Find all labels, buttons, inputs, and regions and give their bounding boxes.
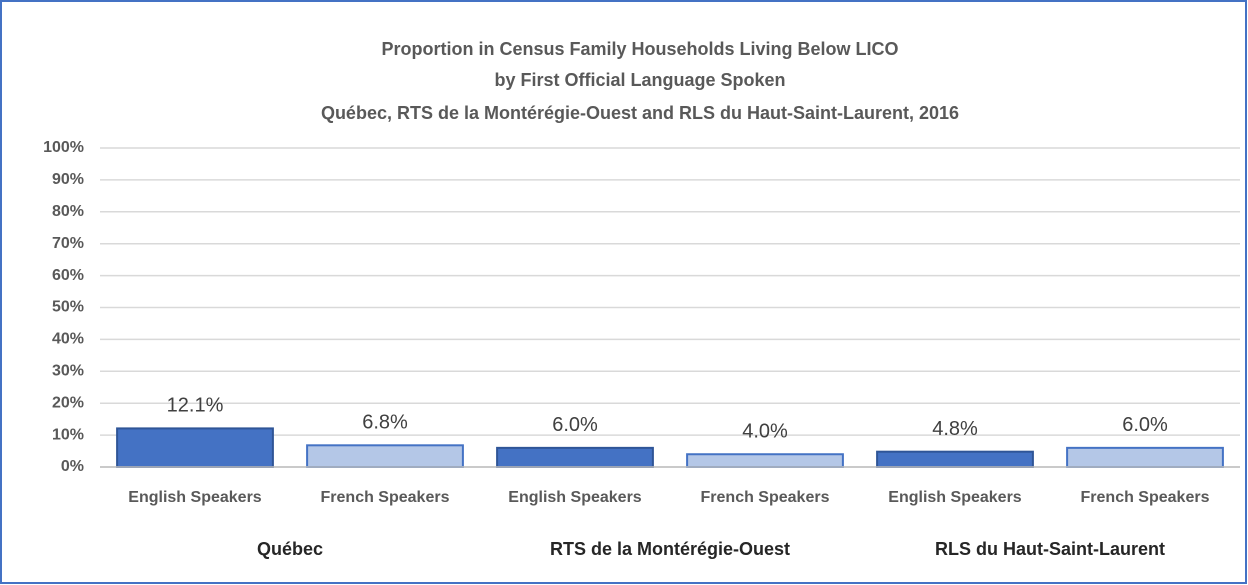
- data-label: 6.0%: [552, 414, 598, 436]
- y-tick-label: 50%: [52, 299, 84, 316]
- y-tick-label: 0%: [61, 458, 84, 475]
- y-tick-label: 10%: [52, 426, 84, 443]
- y-tick-label: 40%: [52, 331, 84, 348]
- y-tick-label: 60%: [52, 267, 84, 284]
- bar: [306, 444, 464, 469]
- y-tick-label: 90%: [52, 171, 84, 188]
- group-label: RTS de la Montérégie-Ouest: [550, 539, 790, 559]
- y-tick-label: 80%: [52, 203, 84, 220]
- x-tick-label: English Speakers: [888, 489, 1021, 506]
- bar: [116, 427, 274, 468]
- group-label: RLS du Haut-Saint-Laurent: [935, 539, 1165, 559]
- x-tick-label: French Speakers: [1081, 489, 1210, 506]
- x-tick-label: English Speakers: [508, 489, 641, 506]
- x-tick-label: French Speakers: [701, 489, 830, 506]
- data-label: 4.8%: [932, 418, 978, 440]
- bar: [496, 446, 654, 468]
- data-label: 6.8%: [362, 412, 408, 434]
- chart-title: Proportion in Census Family Households L…: [381, 39, 898, 59]
- y-tick-label: 100%: [43, 139, 84, 156]
- x-tick-label: English Speakers: [128, 489, 261, 506]
- bar: [876, 450, 1034, 468]
- group-label: Québec: [257, 539, 323, 559]
- y-tick-label: 30%: [52, 363, 84, 380]
- y-tick-label: 20%: [52, 394, 84, 411]
- x-tick-label: French Speakers: [321, 489, 450, 506]
- bar: [1066, 446, 1224, 468]
- bar: [686, 453, 844, 468]
- chart-title: Québec, RTS de la Montérégie-Ouest and R…: [321, 103, 959, 123]
- data-label: 12.1%: [167, 395, 224, 417]
- chart-title: by First Official Language Spoken: [494, 70, 785, 90]
- data-label: 6.0%: [1122, 414, 1168, 436]
- data-label: 4.0%: [742, 421, 788, 443]
- y-tick-label: 70%: [52, 235, 84, 252]
